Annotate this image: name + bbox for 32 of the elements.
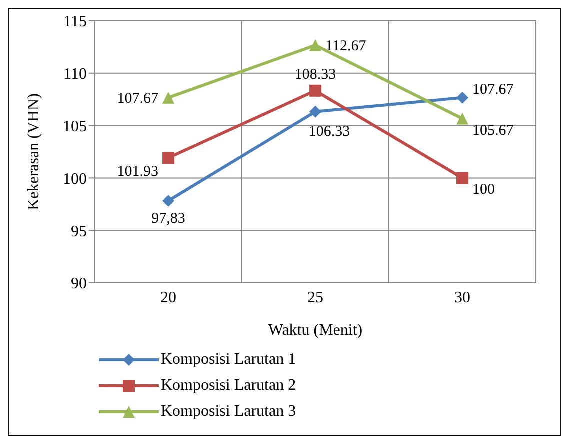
- point: [310, 84, 322, 97]
- legend-label: Komposisi Larutan 2: [161, 377, 296, 395]
- x-axis-title: Waktu (Menit): [268, 322, 363, 339]
- data-label: 107.67: [117, 90, 159, 107]
- y-tick-label: 100: [63, 170, 87, 188]
- data-label: 107.67: [472, 82, 514, 98]
- point: [456, 172, 468, 184]
- point: [162, 152, 174, 164]
- x-tick-label: 25: [308, 289, 324, 306]
- y-tick-label: 95: [71, 223, 87, 240]
- legend-label: Komposisi Larutan 3: [161, 403, 296, 421]
- point: [162, 92, 174, 104]
- data-label: 106.33: [308, 124, 350, 140]
- y-tick-label: 90: [71, 276, 87, 293]
- x-tick-label: 30: [454, 289, 470, 306]
- data-label: 101.93: [117, 164, 158, 180]
- y-axis-title: Kekerasan (VHN): [26, 94, 43, 210]
- point: [162, 194, 174, 207]
- legend-label: Komposisi Larutan 1: [161, 351, 296, 369]
- data-label: 100: [472, 182, 495, 198]
- y-tick-label: 110: [64, 66, 87, 84]
- data-label: 112.67: [326, 38, 367, 54]
- y-tick-label: 115: [64, 14, 87, 31]
- point: [456, 92, 468, 104]
- point: [310, 106, 322, 118]
- data-label: 108.33: [294, 66, 336, 83]
- point: [456, 112, 468, 125]
- x-tick-label: 20: [160, 289, 176, 306]
- y-tick-label: 105: [63, 118, 87, 136]
- point: [310, 39, 322, 52]
- data-label: 105.67: [472, 122, 514, 139]
- data-label: 97,83: [152, 210, 186, 227]
